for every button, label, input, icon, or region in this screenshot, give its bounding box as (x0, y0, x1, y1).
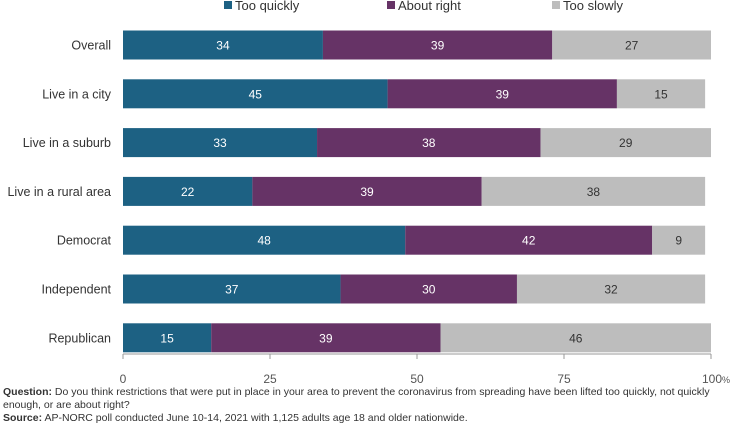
bar-segment (317, 128, 541, 158)
data-label: 42 (522, 234, 536, 248)
data-label: 39 (431, 39, 445, 53)
data-label: 15 (160, 331, 174, 345)
bar-segment (387, 79, 617, 109)
bar-segment (123, 79, 388, 109)
data-label: 9 (675, 234, 682, 248)
x-tick-label: 0 (120, 372, 127, 385)
data-label: 29 (619, 136, 633, 150)
category-label: Overall (71, 39, 111, 53)
legend-swatch-2 (387, 1, 395, 9)
data-label: 34 (216, 39, 230, 53)
bar-segment (340, 274, 517, 304)
legend-label-3: Too slowly (563, 0, 623, 13)
data-label: 45 (249, 87, 263, 101)
x-axis: 0 25 50 75 100% (120, 353, 730, 385)
source-key: Source: (3, 412, 43, 424)
data-label: 37 (225, 283, 239, 297)
data-label: 39 (319, 331, 333, 345)
data-label: 33 (213, 136, 227, 150)
x-tick-label: 100% (702, 372, 730, 385)
data-label: 38 (587, 185, 601, 199)
data-label: 39 (496, 87, 510, 101)
bar-segment (123, 128, 318, 158)
source-footnote: Source: AP-NORC poll conducted June 10-1… (3, 412, 743, 425)
bar-segment (252, 176, 482, 206)
bar-segment (123, 30, 323, 60)
bar-segment (540, 128, 711, 158)
question-key: Question: (3, 386, 52, 398)
category-label: Live in a suburb (23, 136, 111, 150)
bar-segment (652, 225, 706, 255)
data-label: 32 (604, 283, 618, 297)
legend-label-1: Too quickly (235, 0, 300, 13)
stacked-bar-chart: Too quickly About right Too slowly Overall… (7, 0, 730, 385)
category-label: Live in a city (42, 87, 112, 101)
data-label: 48 (257, 234, 271, 248)
bar-segment (440, 323, 711, 353)
bar-segment (481, 176, 706, 206)
question-text: Do you think restrictions that were put … (3, 386, 710, 411)
data-label: 22 (181, 185, 195, 199)
x-tick-label: 75 (557, 372, 571, 385)
bar-segment (616, 79, 706, 109)
bar-segment (123, 225, 406, 255)
bars: Overall 34 39 27 Live in a city 45 39 15 Live in… (7, 30, 711, 353)
x-tick-label: 25 (263, 372, 277, 385)
legend-swatch-1 (224, 1, 232, 9)
bar-segment (211, 323, 441, 353)
bar-segment (552, 30, 711, 60)
data-label: 30 (422, 283, 436, 297)
bar-segment (516, 274, 706, 304)
data-label: 39 (360, 185, 374, 199)
category-label: Democrat (57, 234, 112, 248)
bar-segment (322, 30, 553, 60)
x-tick-suffix: % (722, 375, 730, 385)
data-label: 27 (625, 39, 639, 53)
data-label: 15 (654, 87, 668, 101)
bar-segment (123, 323, 212, 353)
source-text: AP-NORC poll conducted June 10-14, 2021 … (44, 412, 468, 424)
data-label: 38 (422, 136, 436, 150)
bar-segment (123, 176, 253, 206)
category-label: Republican (48, 331, 111, 345)
bar-segment (405, 225, 653, 255)
bar-segment (123, 274, 341, 304)
category-label: Live in a rural area (7, 185, 111, 199)
legend: Too quickly About right Too slowly (224, 0, 623, 13)
legend-swatch-3 (552, 1, 560, 9)
data-label: 46 (569, 331, 583, 345)
category-label: Independent (41, 283, 111, 297)
legend-label-2: About right (398, 0, 461, 13)
x-tick-label: 50 (410, 372, 424, 385)
question-footnote: Question: Do you think restrictions that… (3, 386, 743, 412)
